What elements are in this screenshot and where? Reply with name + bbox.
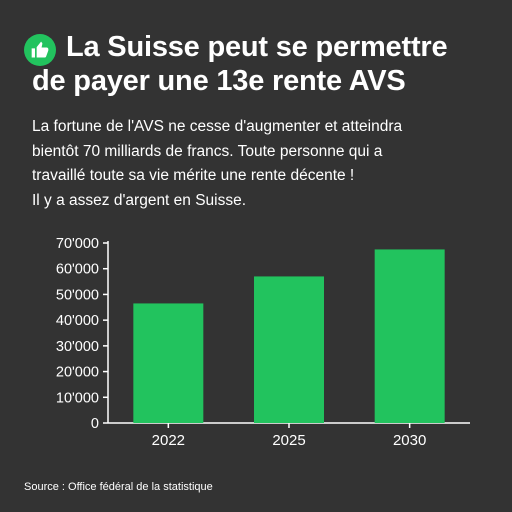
thumbs-up-icon — [24, 34, 56, 66]
body-line-1: La fortune de l'AVS ne cesse d'augmenter… — [32, 118, 403, 135]
body-line-4: Il y a assez d'argent en Suisse. — [32, 191, 247, 209]
bar-2030 — [374, 249, 445, 423]
headline: La Suisse peut se permettre de payer une… — [24, 30, 494, 98]
y-tick-label: 70'000 — [56, 236, 99, 252]
y-tick-label: 30'000 — [56, 339, 99, 355]
x-tick-label: 2025 — [272, 432, 305, 449]
headline-line-2: de payer une 13e rente AVS — [32, 65, 406, 97]
source-note: Source : Office fédéral de la statistiqu… — [24, 481, 213, 493]
body-text: La fortune de l'AVS ne cesse d'augmenter… — [32, 115, 502, 213]
body-line-3: travaillé toute sa vie mérite une rente … — [32, 167, 355, 184]
x-tick-label: 2030 — [393, 432, 426, 449]
y-tick-label: 60'000 — [56, 262, 99, 278]
y-tick-label: 20'000 — [56, 365, 99, 381]
y-tick-label: 50'000 — [56, 287, 99, 303]
body-line-2: bientôt 70 milliards de francs. Toute pe… — [32, 142, 383, 160]
bar-2025 — [254, 276, 324, 423]
x-tick-label: 2022 — [152, 432, 185, 449]
y-tick-label: 10'000 — [56, 390, 99, 406]
y-tick-label: 0 — [91, 416, 99, 432]
y-tick-label: 40'000 — [56, 313, 99, 329]
headline-line-1: La Suisse peut se permettre — [66, 31, 448, 63]
bar-2022 — [133, 303, 204, 423]
